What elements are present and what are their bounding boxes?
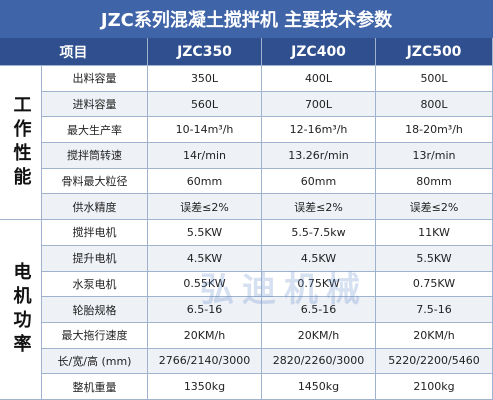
row-label: 出料容量 xyxy=(42,66,148,92)
header-cell: 项目 xyxy=(0,38,148,66)
value-cell: 5.5KW xyxy=(148,220,262,246)
value-cell: 6.5-16 xyxy=(148,297,262,323)
value-cell: 500L xyxy=(376,66,493,92)
value-cell: 12-16m³/h xyxy=(262,117,376,144)
value-cell: 2820/2260/3000 xyxy=(262,348,376,375)
value-cell: 18-20m³/h xyxy=(376,117,493,144)
value-cell: 60mm xyxy=(262,168,376,195)
value-cell: 2766/2140/3000 xyxy=(148,348,262,375)
value-cell: 13.26r/min xyxy=(262,143,376,169)
header-cell: JZC350 xyxy=(148,38,262,66)
value-cell: 20KM/h xyxy=(148,322,262,349)
value-cell: 11KW xyxy=(376,220,493,246)
value-cell: 0.75KW xyxy=(376,271,493,298)
value-cell: 560L xyxy=(148,91,262,118)
title: JZC系列混凝土搅拌机 主要技术参数 xyxy=(0,0,493,38)
row-label: 水泵电机 xyxy=(42,271,148,298)
value-cell: 400L xyxy=(262,66,376,92)
value-cell: 6.5-16 xyxy=(262,297,376,323)
value-cell: 0.75KW xyxy=(262,271,376,298)
value-cell: 2100kg xyxy=(376,374,493,400)
value-cell: 误差≤2% xyxy=(262,194,376,221)
row-label: 整机重量 xyxy=(42,374,148,400)
row-label: 提升电机 xyxy=(42,245,148,272)
row-label: 最大生产率 xyxy=(42,117,148,144)
row-label: 供水精度 xyxy=(42,194,148,221)
watermark: 弘迪机械 xyxy=(200,270,368,310)
row-label: 长/宽/高 (mm) xyxy=(42,348,148,375)
value-cell: 5.5KW xyxy=(376,245,493,272)
row-label: 轮胎规格 xyxy=(42,297,148,323)
value-cell: 20KM/h xyxy=(376,322,493,349)
row-label: 进料容量 xyxy=(42,91,148,118)
value-cell: 4.5KW xyxy=(262,245,376,272)
value-cell: 误差≤2% xyxy=(148,194,262,221)
value-cell: 误差≤2% xyxy=(376,194,493,221)
group-label: 电机功率 xyxy=(0,220,42,400)
header-cell: JZC500 xyxy=(376,38,493,66)
value-cell: 0.55KW xyxy=(148,271,262,298)
value-cell: 700L xyxy=(262,91,376,118)
row-label: 骨料最大粒径 xyxy=(42,168,148,195)
value-cell: 4.5KW xyxy=(148,245,262,272)
value-cell: 7.5-16 xyxy=(376,297,493,323)
value-cell: 5.5-7.5kw xyxy=(262,220,376,246)
value-cell: 800L xyxy=(376,91,493,118)
value-cell: 80mm xyxy=(376,168,493,195)
value-cell: 20KM/h xyxy=(262,322,376,349)
row-label: 搅拌电机 xyxy=(42,220,148,246)
value-cell: 13r/min xyxy=(376,143,493,169)
value-cell: 1450kg xyxy=(262,374,376,400)
value-cell: 14r/min xyxy=(148,143,262,169)
value-cell: 5220/2200/5460 xyxy=(376,348,493,375)
row-label: 搅拌筒转速 xyxy=(42,143,148,169)
value-cell: 60mm xyxy=(148,168,262,195)
value-cell: 10-14m³/h xyxy=(148,117,262,144)
row-label: 最大拖行速度 xyxy=(42,322,148,349)
value-cell: 350L xyxy=(148,66,262,92)
header-cell: JZC400 xyxy=(262,38,376,66)
value-cell: 1350kg xyxy=(148,374,262,400)
group-label: 工作性能 xyxy=(0,66,42,221)
